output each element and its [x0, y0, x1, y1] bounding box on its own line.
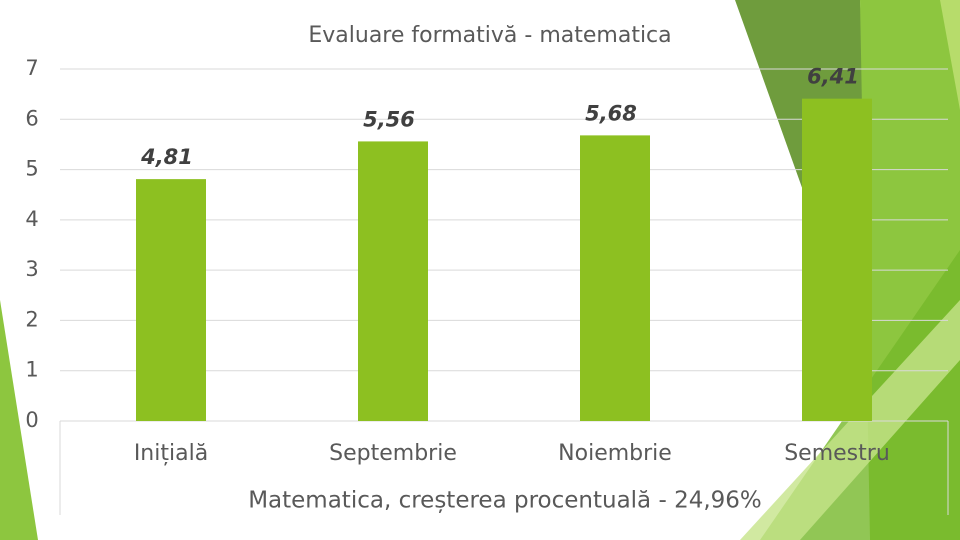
bar	[136, 179, 206, 421]
y-tick-label: 5	[25, 157, 38, 181]
x-tick-label: Inițială	[134, 441, 208, 466]
bar	[580, 135, 650, 421]
data-label: 5,68	[585, 101, 637, 125]
x-tick-label: Semestru	[784, 441, 890, 466]
y-tick-label: 1	[25, 358, 38, 382]
y-tick-label: 2	[25, 307, 38, 331]
y-tick-label: 4	[25, 207, 38, 231]
y-tick-label: 7	[25, 56, 38, 80]
y-tick-label: 3	[25, 257, 38, 281]
y-tick-label: 0	[25, 408, 38, 432]
decor-shape	[0, 300, 38, 540]
x-tick-label: Septembrie	[329, 441, 457, 466]
x-axis-label: Matematica, creșterea procentuală - 24,9…	[248, 488, 762, 514]
chart-title: Evaluare formativă - matematica	[308, 23, 671, 48]
data-label: 4,81	[140, 145, 193, 169]
decor-shape	[940, 0, 960, 110]
data-label: 5,56	[363, 107, 415, 131]
y-tick-label: 6	[25, 106, 38, 130]
bar	[358, 141, 428, 421]
data-label: 6,41	[807, 65, 859, 89]
x-tick-label: Noiembrie	[558, 441, 672, 466]
bar	[802, 98, 872, 421]
